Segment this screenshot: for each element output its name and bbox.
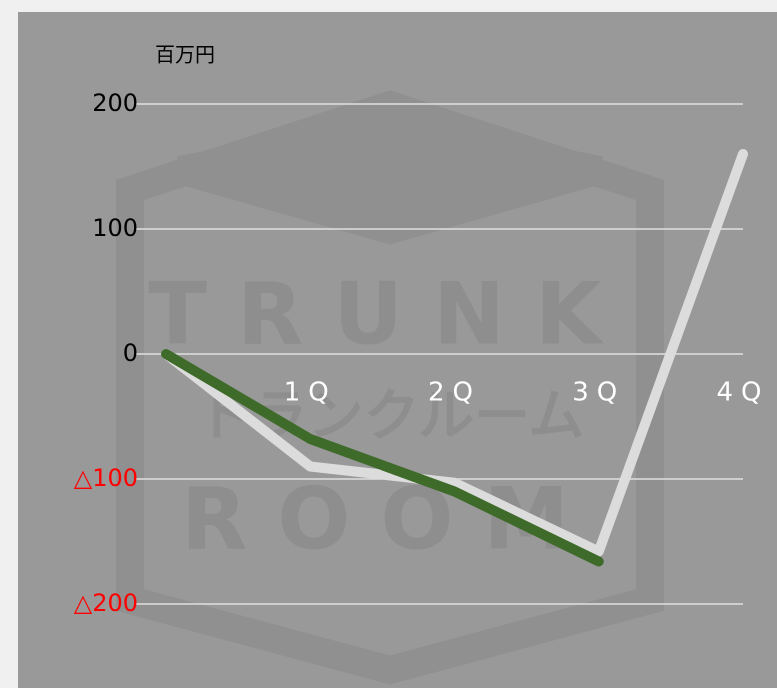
x-tick-label: 2Q [428,378,481,408]
unit-label: 百万円 [155,43,215,67]
series-line [161,149,748,557]
watermark-logo [116,90,664,685]
watermark-text: TRUNK [148,264,631,364]
y-tick-label: △100 [74,464,138,492]
watermark-text: トランクルーム [196,384,585,449]
y-tick-label: △200 [74,589,138,617]
y-tick-label: 0 [123,339,138,367]
x-tick-label: 3Q [572,378,625,408]
x-tick-label: 4Q [716,378,769,408]
x-tick-label: 1Q [284,378,337,408]
series-line [161,349,604,567]
y-tick-label: 100 [92,214,138,242]
y-tick-label: 200 [92,89,138,117]
